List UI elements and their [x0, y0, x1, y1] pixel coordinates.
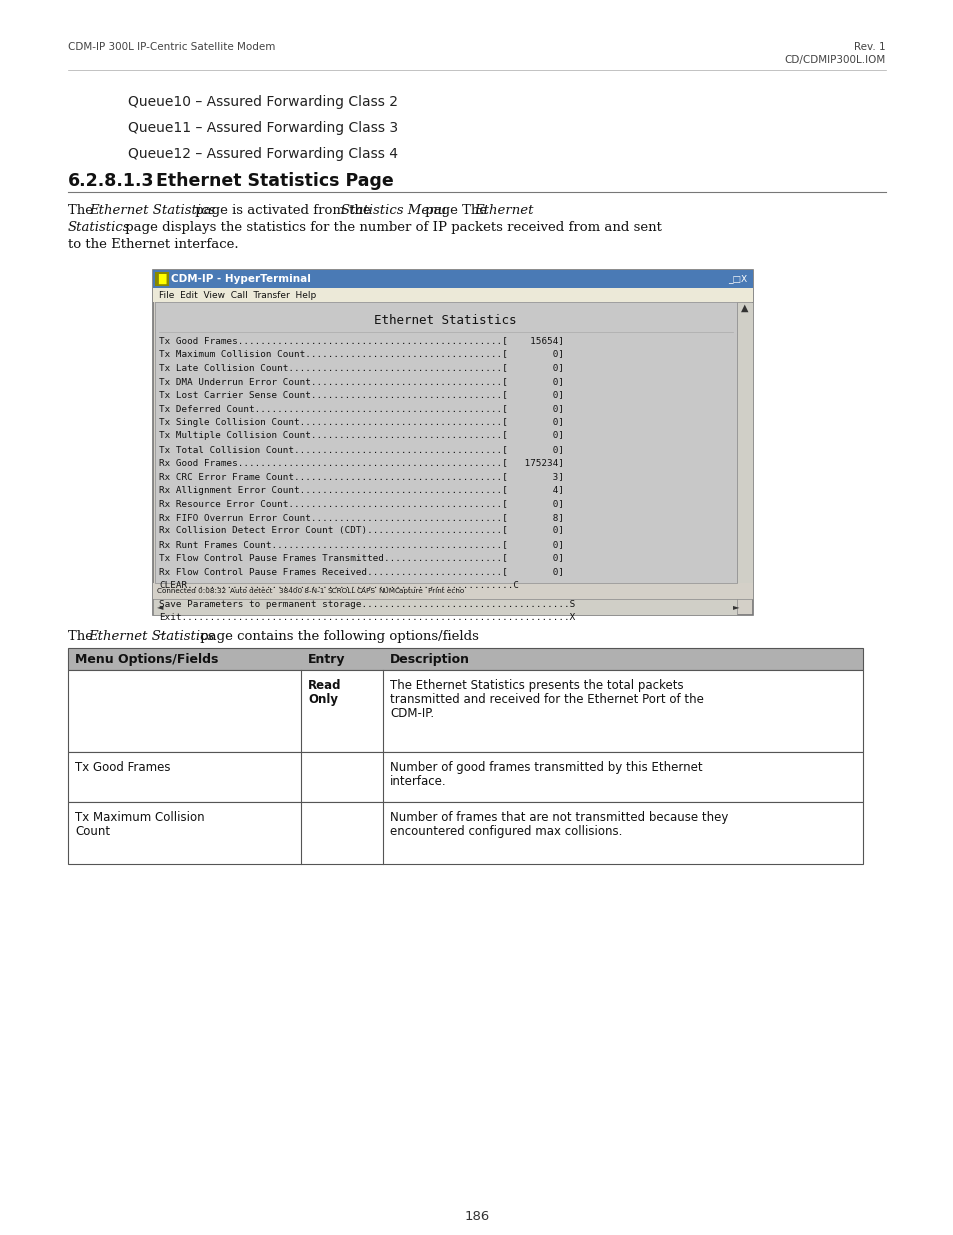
Text: Tx Single Collision Count....................................[        0]: Tx Single Collision Count...............… [159, 417, 563, 426]
Text: Rx Collision Detect Error Count (CDT)........................[        0]: Rx Collision Detect Error Count (CDT)...… [159, 526, 563, 536]
Text: Entry: Entry [308, 653, 345, 667]
Text: █: █ [158, 274, 166, 284]
Text: Rx Flow Control Pause Frames Received........................[        0]: Rx Flow Control Pause Frames Received...… [159, 567, 563, 577]
Text: Tx Maximum Collision Count...................................[        0]: Tx Maximum Collision Count..............… [159, 350, 563, 358]
Text: Tx Late Collision Count......................................[        0]: Tx Late Collision Count.................… [159, 363, 563, 372]
Text: Rx Runt Frames Count.........................................[        0]: Rx Runt Frames Count....................… [159, 540, 563, 550]
Text: Description: Description [390, 653, 470, 667]
Text: Statistics Menu: Statistics Menu [340, 204, 446, 217]
Text: CAPS: CAPS [356, 588, 375, 594]
Text: Number of frames that are not transmitted because they: Number of frames that are not transmitte… [390, 811, 727, 824]
Text: ►: ► [732, 603, 739, 611]
Text: Ethernet Statistics: Ethernet Statistics [90, 204, 215, 217]
Text: CDM-IP 300L IP-Centric Satellite Modem: CDM-IP 300L IP-Centric Satellite Modem [68, 42, 275, 52]
Text: Rx CRC Error Frame Count.....................................[        3]: Rx CRC Error Frame Count................… [159, 472, 563, 480]
Bar [68, 802, 862, 864]
Text: NUM: NUM [377, 588, 395, 594]
Text: Print echo: Print echo [428, 588, 464, 594]
Text: 38400 8-N-1: 38400 8-N-1 [278, 588, 324, 594]
Text: Only: Only [308, 693, 337, 706]
Text: Tx Good Frames...............................................[    15654]: Tx Good Frames..........................… [159, 336, 563, 345]
Text: Number of good frames transmitted by this Ethernet: Number of good frames transmitted by thi… [390, 761, 702, 774]
Bar [154, 272, 169, 287]
Text: Queue12 – Assured Forwarding Class 4: Queue12 – Assured Forwarding Class 4 [128, 147, 397, 161]
Text: The: The [68, 204, 97, 217]
Text: Read: Read [308, 679, 341, 692]
Text: File  Edit  View  Call  Transfer  Help: File Edit View Call Transfer Help [159, 290, 315, 300]
Text: Tx Multiple Collision Count..................................[        0]: Tx Multiple Collision Count.............… [159, 431, 563, 440]
Text: transmitted and received for the Ethernet Port of the: transmitted and received for the Etherne… [390, 693, 703, 706]
Text: Rx Resource Error Count......................................[        0]: Rx Resource Error Count.................… [159, 499, 563, 508]
Bar [152, 583, 752, 599]
Bar [152, 599, 737, 615]
Bar [68, 671, 862, 752]
Text: Capture: Capture [395, 588, 423, 594]
Text: Tx Lost Carrier Sense Count..................................[        0]: Tx Lost Carrier Sense Count.............… [159, 390, 563, 399]
Bar [152, 270, 752, 615]
Text: 6.2.8.1.3: 6.2.8.1.3 [68, 172, 154, 190]
Text: Auto detect: Auto detect [230, 588, 273, 594]
Text: Tx DMA Underrun Error Count..................................[        0]: Tx DMA Underrun Error Count.............… [159, 377, 563, 385]
Bar [152, 288, 752, 303]
Bar [154, 303, 737, 583]
Text: Tx Deferred Count............................................[        0]: Tx Deferred Count.......................… [159, 404, 563, 412]
Text: Queue10 – Assured Forwarding Class 2: Queue10 – Assured Forwarding Class 2 [128, 95, 397, 109]
Text: Exit.....................................................................X: Exit....................................… [159, 614, 575, 622]
Text: Ethernet Statistics: Ethernet Statistics [374, 314, 516, 326]
Text: to the Ethernet interface.: to the Ethernet interface. [68, 238, 238, 251]
Text: ▲: ▲ [740, 303, 748, 312]
Bar [737, 303, 752, 599]
Text: CDM-IP.: CDM-IP. [390, 706, 434, 720]
Text: interface.: interface. [390, 776, 446, 788]
Text: page is activated from the: page is activated from the [191, 204, 375, 217]
Text: page The: page The [420, 204, 491, 217]
Text: Rx Allignment Error Count....................................[        4]: Rx Allignment Error Count...............… [159, 485, 563, 494]
Bar [68, 648, 862, 671]
Text: Rx FIFO Overrun Error Count..................................[        8]: Rx FIFO Overrun Error Count.............… [159, 513, 563, 522]
Bar [152, 270, 752, 288]
Text: The: The [68, 630, 97, 643]
Text: Rx Good Frames...............................................[   175234]: Rx Good Frames..........................… [159, 458, 563, 467]
Text: ◄: ◄ [157, 603, 163, 611]
Text: page contains the following options/fields: page contains the following options/fiel… [195, 630, 478, 643]
Bar [68, 752, 862, 802]
Text: _: _ [159, 626, 165, 635]
Text: encountered configured max collisions.: encountered configured max collisions. [390, 825, 621, 839]
Text: 186: 186 [464, 1210, 489, 1223]
Text: Rev. 1: Rev. 1 [854, 42, 885, 52]
Text: SCROLL: SCROLL [328, 588, 355, 594]
Text: Queue11 – Assured Forwarding Class 3: Queue11 – Assured Forwarding Class 3 [128, 121, 397, 135]
Text: Tx Flow Control Pause Frames Transmitted.....................[        0]: Tx Flow Control Pause Frames Transmitted… [159, 553, 563, 563]
Text: Ethernet Statistics Page: Ethernet Statistics Page [156, 172, 394, 190]
Text: Connected 0:08:32: Connected 0:08:32 [157, 588, 226, 594]
Text: The Ethernet Statistics presents the total packets: The Ethernet Statistics presents the tot… [390, 679, 683, 692]
Text: page displays the statistics for the number of IP packets received from and sent: page displays the statistics for the num… [121, 221, 661, 233]
Text: CDM-IP - HyperTerminal: CDM-IP - HyperTerminal [171, 274, 311, 284]
Text: CLEAR..........................................................C: CLEAR...................................… [159, 580, 518, 590]
Text: CD/CDMIP300L.IOM: CD/CDMIP300L.IOM [784, 56, 885, 65]
Text: Tx Maximum Collision: Tx Maximum Collision [75, 811, 204, 824]
Text: Menu Options/Fields: Menu Options/Fields [75, 653, 218, 667]
Text: Tx Good Frames: Tx Good Frames [75, 761, 171, 774]
Text: Save Parameters to permanent storage.....................................S: Save Parameters to permanent storage....… [159, 600, 575, 609]
Text: Ethernet Statistics: Ethernet Statistics [88, 630, 214, 643]
Text: Tx Total Collision Count.....................................[        0]: Tx Total Collision Count................… [159, 445, 563, 453]
Text: Ethernet: Ethernet [474, 204, 534, 217]
Text: _□X: _□X [727, 274, 746, 284]
Text: Count: Count [75, 825, 110, 839]
Text: Statistics: Statistics [68, 221, 131, 233]
